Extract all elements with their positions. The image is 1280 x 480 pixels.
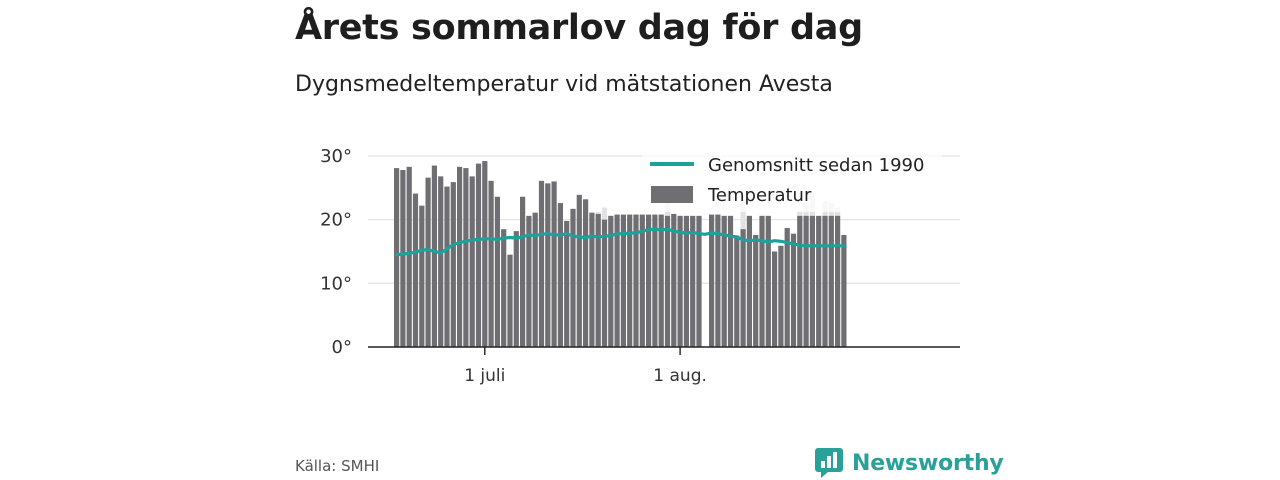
temperature-bar <box>709 214 715 347</box>
temperature-bar <box>438 176 444 347</box>
temperature-bar <box>835 215 841 347</box>
temperature-bar <box>620 214 626 347</box>
temperature-bar <box>601 219 608 347</box>
temperature-bar <box>614 214 620 347</box>
temperature-bar <box>772 251 778 347</box>
temperature-bar <box>400 170 406 347</box>
y-tick-label: 0° <box>332 337 352 358</box>
temperature-bar <box>545 183 551 347</box>
temperature-bar <box>488 180 494 347</box>
temperature-bar <box>627 214 633 347</box>
temperature-bar <box>457 166 463 347</box>
temperature-bar <box>444 186 450 347</box>
y-tick-label: 20° <box>320 210 352 231</box>
x-tick-label: 1 juli <box>464 366 505 386</box>
temperature-bar <box>677 215 683 347</box>
temperature-bar <box>740 229 746 347</box>
temperature-bar <box>734 235 740 347</box>
temperature-bar <box>419 205 425 347</box>
temperature-bar <box>696 215 702 347</box>
temperature-bar <box>683 215 689 347</box>
temperature-bar <box>809 215 815 347</box>
temperature-bar <box>690 215 696 347</box>
temperature-bar <box>746 215 752 347</box>
x-axis: 1 juli 1 aug. <box>368 346 960 386</box>
temperature-bar <box>715 214 721 347</box>
legend-label: Temperatur <box>707 185 812 206</box>
brand-name: Newsworthy <box>852 450 1004 476</box>
y-tick-label: 30° <box>320 146 352 167</box>
temperature-bar <box>589 212 595 347</box>
temperature-bar <box>765 215 771 347</box>
temperature-bar <box>639 214 645 347</box>
temperature-bar <box>507 254 513 347</box>
temperature-bar <box>450 182 456 347</box>
chart-legend: Genomsnitt sedan 1990 Temperatur <box>642 150 942 212</box>
y-axis: 0° 10° 20° 30° <box>320 146 352 358</box>
temperature-bar <box>803 215 809 347</box>
temperature-bar <box>564 220 570 347</box>
temperature-bar <box>469 176 475 347</box>
temperature-bar <box>494 196 500 347</box>
temperature-bar <box>828 215 834 347</box>
temperature-bar <box>538 180 545 347</box>
temperature-bar <box>425 177 431 347</box>
source-note: Källa: SMHI <box>295 457 380 475</box>
temperature-bar <box>394 168 400 347</box>
temperature-bar <box>816 215 822 347</box>
chart-title: Årets sommarlov dag för dag <box>295 8 863 48</box>
temperature-bar <box>753 234 759 347</box>
y-tick-label: 10° <box>320 273 352 294</box>
temperature-bar <box>520 196 526 347</box>
temperature-bar <box>822 215 828 347</box>
legend-label: Genomsnitt sedan 1990 <box>708 155 924 176</box>
average-line <box>395 227 846 257</box>
temperature-bar <box>513 231 519 347</box>
x-tick-label: 1 aug. <box>653 366 707 386</box>
temperature-bar <box>646 214 652 347</box>
temperature-bar <box>551 181 557 347</box>
temperature-bar <box>841 234 847 347</box>
temperature-bar <box>583 199 589 347</box>
temperature-bar <box>532 212 538 347</box>
temperature-bar <box>608 215 614 347</box>
temperature-bar <box>797 215 803 347</box>
chart-subtitle: Dygnsmedeltemperatur vid mätstationen Av… <box>295 72 833 97</box>
legend-bar-swatch <box>651 186 693 203</box>
average-line-group <box>395 227 846 257</box>
temperature-bar <box>576 194 582 347</box>
temperature-bar <box>595 213 601 347</box>
temperature-bar <box>721 215 727 347</box>
temperature-bar <box>475 163 482 347</box>
temperature-bar <box>671 213 677 347</box>
temperature-bars <box>394 161 847 347</box>
temperature-bar <box>790 233 797 347</box>
temperature-bar <box>784 227 790 347</box>
temperature-bar <box>658 214 664 347</box>
temperature-bar <box>664 215 671 347</box>
temperature-bar <box>727 215 734 347</box>
temperature-bar <box>431 165 437 347</box>
temperature-bar <box>652 214 658 347</box>
temperature-bar <box>501 229 507 347</box>
temperature-bar <box>463 168 469 347</box>
newsworthy-logo-icon <box>815 448 843 478</box>
temperature-bar <box>759 215 765 347</box>
temperature-bar <box>526 215 532 347</box>
temperature-bar <box>633 214 639 347</box>
temperature-bar <box>406 166 412 347</box>
temperature-bar <box>557 203 563 347</box>
temperature-bar <box>570 208 576 347</box>
temperature-bar <box>778 245 784 347</box>
newsworthy-logo: Newsworthy <box>814 446 1004 480</box>
temperature-bar <box>482 161 488 347</box>
temperature-bar <box>412 193 419 347</box>
